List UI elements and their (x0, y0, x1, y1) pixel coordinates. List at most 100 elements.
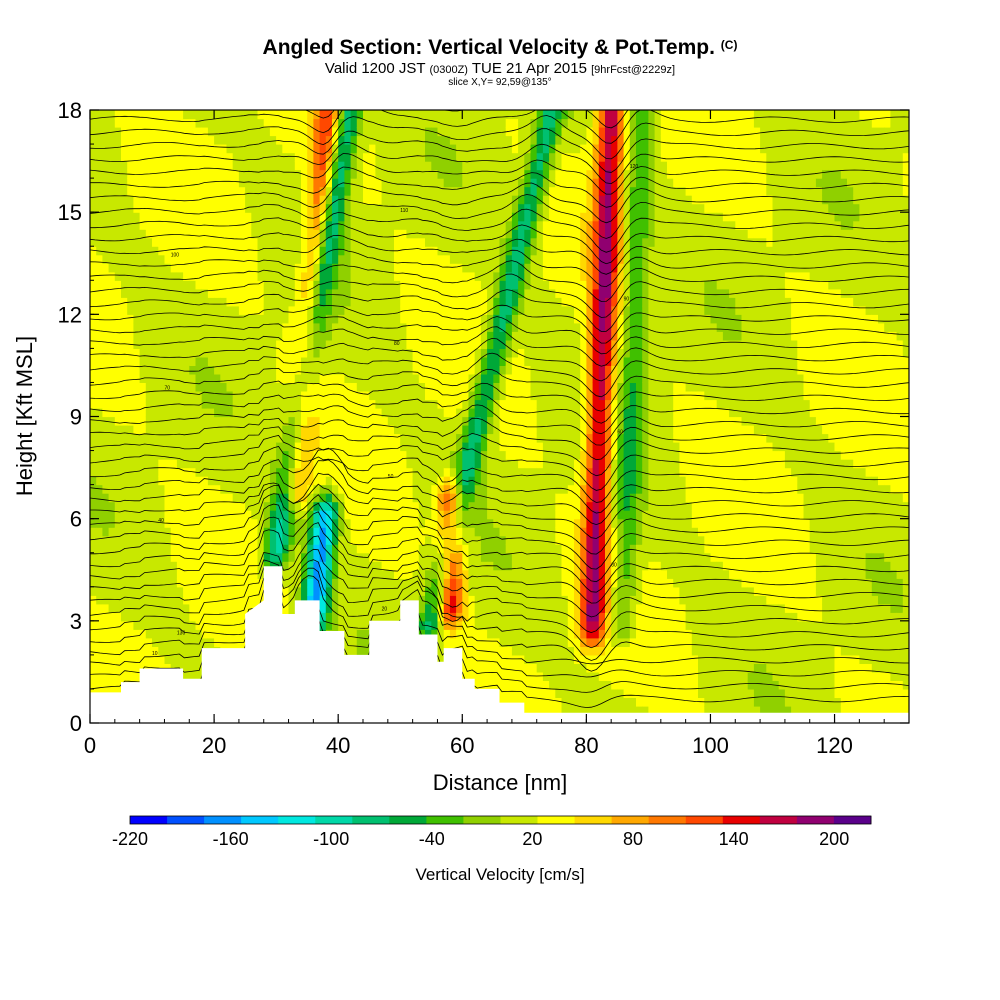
velocity-cell (332, 348, 339, 358)
velocity-cell (245, 586, 252, 596)
velocity-cell (511, 297, 519, 307)
velocity-cell (437, 271, 445, 281)
velocity-cell (127, 314, 134, 324)
velocity-cell (449, 493, 457, 503)
velocity-cell (207, 382, 215, 392)
velocity-cell (313, 135, 321, 145)
velocity-cell (238, 484, 246, 494)
velocity-cell (195, 408, 203, 418)
velocity-cell (394, 544, 401, 554)
velocity-cell (238, 288, 246, 298)
velocity-cell (269, 288, 277, 298)
velocity-cell (412, 484, 420, 494)
velocity-cell (139, 578, 147, 588)
velocity-cell (139, 425, 147, 435)
velocity-cell (307, 399, 314, 409)
velocity-cell (133, 527, 141, 537)
velocity-cell (282, 152, 290, 162)
velocity-cell (462, 382, 470, 392)
velocity-cell (133, 433, 141, 443)
velocity-cell (394, 425, 401, 435)
velocity-cell (406, 195, 414, 205)
velocity-cell (121, 144, 128, 154)
velocity-cell (363, 331, 370, 341)
velocity-cell (201, 118, 209, 128)
velocity-cell (394, 186, 401, 196)
velocity-cell (487, 535, 494, 545)
velocity-cell (276, 373, 283, 383)
velocity-cell (313, 382, 321, 392)
velocity-cell (282, 110, 290, 120)
velocity-cell (344, 152, 352, 162)
velocity-cell (176, 595, 184, 605)
velocity-cell (499, 484, 507, 494)
velocity-cell (263, 373, 271, 383)
velocity-cell (431, 118, 439, 128)
velocity-cell (164, 280, 172, 290)
velocity-cell (127, 212, 134, 222)
velocity-cell (170, 237, 178, 247)
velocity-cell (412, 322, 420, 332)
velocity-cell (282, 280, 290, 290)
velocity-cell (189, 365, 197, 375)
velocity-cell (96, 663, 103, 673)
velocity-cell (319, 476, 327, 486)
velocity-cell (375, 246, 383, 256)
velocity-cell (332, 135, 339, 145)
velocity-cell (511, 654, 519, 664)
velocity-cell (232, 203, 240, 213)
velocity-cell (375, 365, 383, 375)
velocity-cell (387, 612, 395, 622)
velocity-cell (437, 450, 445, 460)
velocity-cell (139, 493, 147, 503)
velocity-cell (195, 416, 203, 426)
velocity-cell (449, 237, 457, 247)
velocity-cell (363, 620, 370, 630)
velocity-cell (462, 501, 470, 511)
velocity-cell (152, 288, 159, 298)
velocity-cell (121, 416, 128, 426)
velocity-cell (276, 271, 283, 281)
velocity-cell (325, 425, 333, 435)
velocity-cell (431, 586, 439, 596)
velocity-cell (325, 399, 333, 409)
velocity-cell (381, 365, 389, 375)
velocity-cell (158, 578, 166, 588)
velocity-cell (102, 254, 110, 264)
velocity-cell (449, 331, 457, 341)
velocity-cell (152, 186, 159, 196)
velocity-cell (468, 263, 476, 273)
velocity-cell (431, 152, 439, 162)
velocity-cell (338, 382, 345, 392)
velocity-cell (226, 348, 234, 358)
velocity-cell (251, 229, 259, 239)
velocity-cell (313, 203, 321, 213)
velocity-cell (487, 271, 494, 281)
velocity-cell (201, 612, 209, 622)
velocity-cell (412, 229, 420, 239)
velocity-cell (207, 203, 215, 213)
velocity-cell (164, 561, 172, 571)
velocity-cell (462, 135, 470, 145)
velocity-cell (468, 569, 476, 579)
velocity-cell (158, 178, 166, 188)
velocity-cell (139, 322, 147, 332)
velocity-cell (251, 527, 259, 537)
velocity-cell (114, 586, 122, 596)
velocity-cell (170, 220, 178, 230)
velocity-cell (499, 450, 507, 460)
velocity-cell (381, 552, 389, 562)
velocity-cell (418, 416, 426, 426)
velocity-cell (456, 246, 463, 256)
velocity-cell (505, 637, 513, 647)
velocity-cell (139, 467, 147, 477)
velocity-cell (257, 203, 265, 213)
velocity-cell (170, 297, 178, 307)
velocity-cell (282, 552, 290, 562)
velocity-cell (462, 152, 470, 162)
velocity-cell (164, 152, 172, 162)
velocity-cell (400, 544, 407, 554)
velocity-cell (170, 169, 178, 179)
velocity-cell (313, 365, 321, 375)
velocity-cell (127, 144, 134, 154)
